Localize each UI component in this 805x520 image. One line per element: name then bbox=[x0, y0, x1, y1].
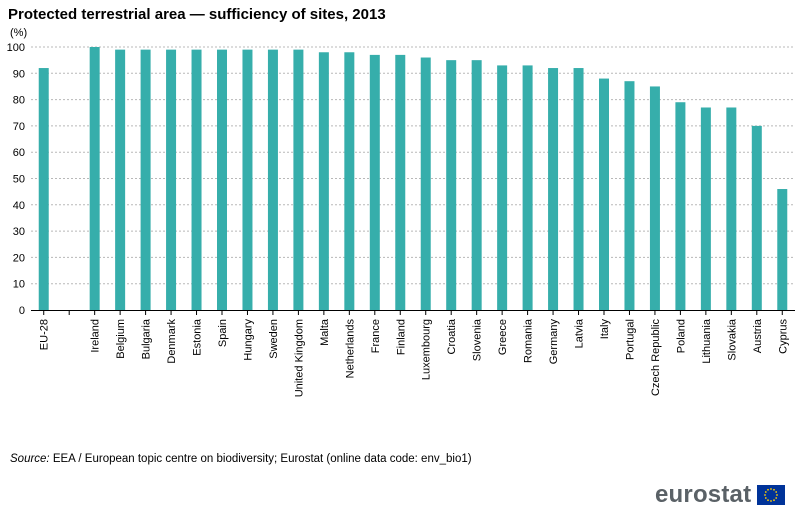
bar bbox=[649, 86, 660, 310]
x-category-label: Austria bbox=[752, 318, 764, 353]
bar bbox=[369, 54, 380, 310]
source-note: Source: EEA / European topic centre on b… bbox=[10, 453, 472, 465]
y-tick-label: 40 bbox=[13, 200, 25, 212]
x-category-label: Belgium bbox=[115, 319, 127, 359]
bar-chart: 0 10 20 30 40 50 60 70 80 90 100 EU-28 Ireland Belgiu… bbox=[7, 42, 795, 397]
bar bbox=[777, 189, 788, 310]
bar bbox=[420, 57, 431, 310]
flag-star bbox=[776, 494, 779, 496]
bar bbox=[38, 68, 49, 310]
flag-star bbox=[773, 488, 776, 491]
y-tick-label: 50 bbox=[13, 174, 25, 186]
source-label: Source: bbox=[10, 453, 50, 465]
x-category-label: United Kingdom bbox=[293, 319, 305, 397]
x-category-label: Portugal bbox=[624, 319, 636, 360]
flag-star bbox=[767, 499, 770, 502]
eurostat-logo: eurostat bbox=[655, 481, 786, 509]
bar bbox=[522, 65, 533, 310]
x-category-label: Lithuania bbox=[701, 318, 713, 364]
x-category-label: Sweden bbox=[268, 319, 280, 359]
x-category-label: Czech Republic bbox=[650, 319, 662, 397]
bar bbox=[242, 49, 253, 310]
bar bbox=[599, 78, 609, 310]
bar bbox=[700, 107, 711, 311]
bar bbox=[471, 60, 482, 311]
x-category-label: Netherlands bbox=[344, 319, 356, 379]
x-category-label: Spain bbox=[217, 319, 229, 347]
bar bbox=[293, 49, 304, 310]
y-tick-label: 30 bbox=[13, 226, 25, 238]
x-category-label: Estonia bbox=[192, 318, 204, 356]
bar bbox=[624, 81, 635, 310]
x-category-label: Greece bbox=[497, 319, 509, 355]
y-tick-label: 60 bbox=[13, 147, 25, 159]
bar bbox=[115, 49, 126, 310]
y-tick-label: 90 bbox=[13, 68, 25, 80]
flag-star bbox=[764, 494, 767, 496]
bar bbox=[140, 49, 151, 310]
x-category-label: Latvia bbox=[574, 318, 586, 348]
logo-text: eurostat bbox=[655, 481, 752, 508]
source-text: EEA / European topic centre on biodivers… bbox=[49, 453, 472, 465]
bar bbox=[497, 65, 508, 310]
x-category-label: Germany bbox=[548, 319, 560, 365]
bar bbox=[267, 49, 278, 310]
y-axis-unit: (%) bbox=[10, 27, 28, 39]
x-category-label: Slovenia bbox=[472, 318, 484, 361]
bar bbox=[166, 49, 177, 310]
bar bbox=[446, 60, 457, 311]
flag-star bbox=[765, 491, 768, 493]
x-category-label: Hungary bbox=[242, 319, 254, 361]
y-tick-label: 100 bbox=[7, 42, 25, 54]
x-category-label: Bulgaria bbox=[141, 318, 153, 359]
bar bbox=[344, 52, 355, 310]
x-category-label: EU-28 bbox=[39, 319, 51, 350]
x-category-label: Luxembourg bbox=[421, 319, 433, 380]
bar bbox=[217, 49, 227, 310]
bar bbox=[395, 54, 406, 310]
x-category-label: Cyprus bbox=[777, 319, 789, 354]
x-category-label: Finland bbox=[395, 319, 407, 355]
y-tick-label: 10 bbox=[13, 279, 25, 291]
bar bbox=[573, 68, 584, 310]
y-tick-label: 80 bbox=[13, 95, 25, 107]
flag-star bbox=[775, 497, 778, 499]
flag-star bbox=[773, 499, 776, 502]
bar bbox=[318, 52, 329, 310]
chart-title: Protected terrestrial area — sufficiency… bbox=[8, 6, 386, 23]
x-category-label: Ireland bbox=[90, 319, 102, 353]
x-category-label: France bbox=[370, 319, 382, 353]
bar bbox=[726, 107, 737, 311]
bar bbox=[191, 49, 202, 310]
bar bbox=[548, 68, 559, 310]
x-category-label: Romania bbox=[523, 318, 535, 363]
x-category-label: Italy bbox=[599, 319, 611, 340]
y-tick-label: 20 bbox=[13, 252, 25, 264]
x-category-label: Croatia bbox=[446, 318, 458, 354]
flag-star bbox=[770, 488, 773, 490]
y-tick-label: 0 bbox=[19, 305, 25, 317]
y-tick-label: 70 bbox=[13, 121, 25, 133]
flag-star bbox=[775, 491, 778, 493]
bar bbox=[675, 102, 686, 310]
x-category-label: Slovakia bbox=[726, 318, 738, 360]
x-category-label: Poland bbox=[675, 319, 687, 353]
bar bbox=[751, 125, 762, 311]
bar bbox=[89, 47, 100, 310]
x-category-label: Malta bbox=[319, 318, 331, 346]
flag-star bbox=[770, 500, 773, 502]
eu-flag-icon bbox=[757, 485, 786, 505]
x-category-label: Denmark bbox=[166, 319, 178, 364]
flag-star bbox=[767, 488, 770, 491]
flag-star bbox=[765, 497, 768, 499]
